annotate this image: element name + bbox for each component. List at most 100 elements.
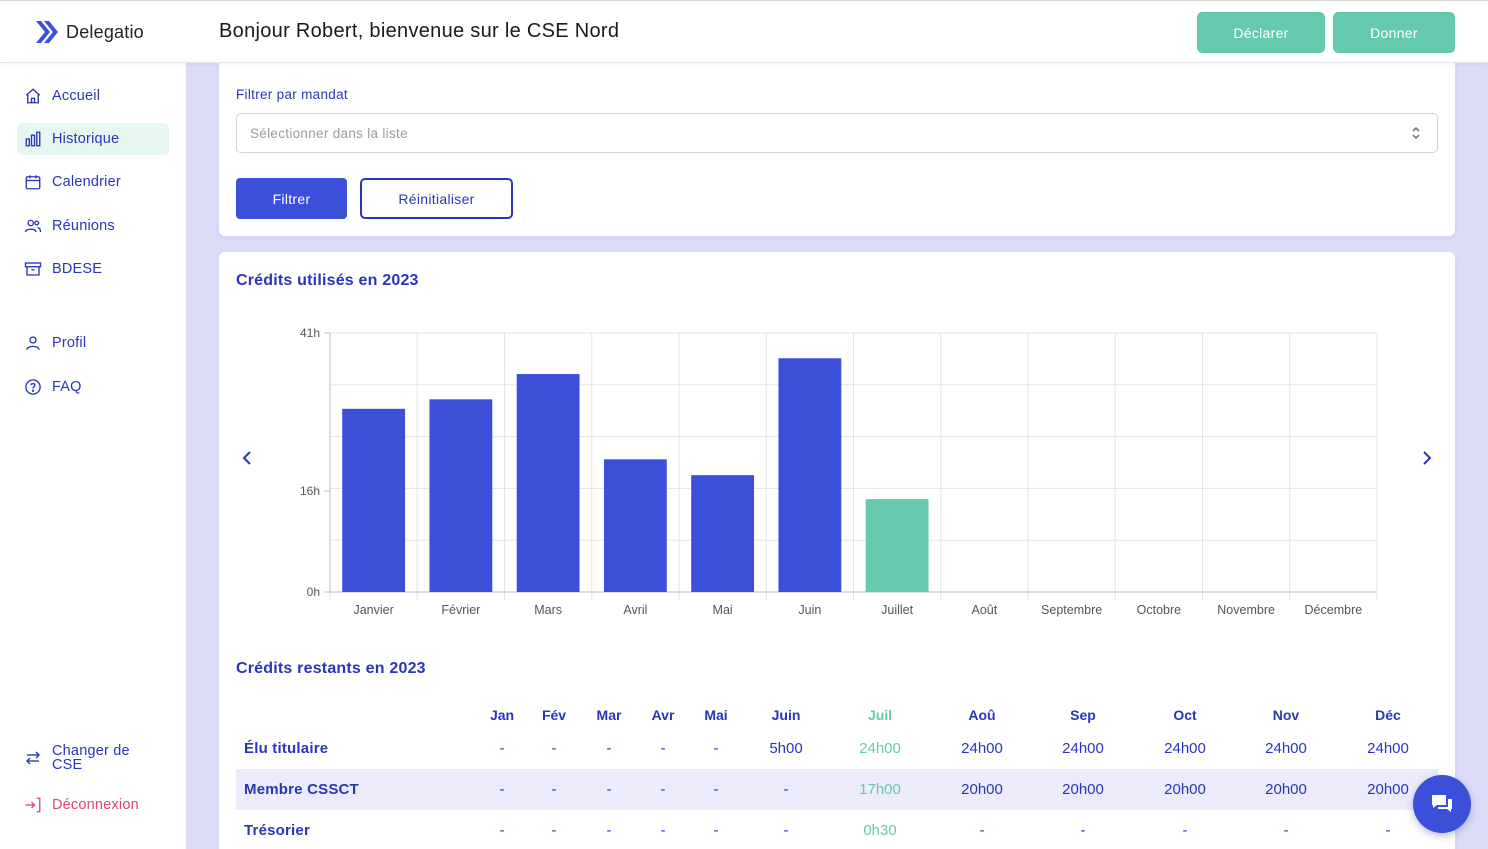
- table-cell: 5h00: [769, 740, 803, 757]
- sidebar-item-label: Réunions: [52, 218, 115, 234]
- table-cell: -: [660, 822, 666, 839]
- x-tick-label: Février: [441, 603, 480, 617]
- x-tick-label: Décembre: [1305, 603, 1363, 617]
- bar-juillet: [865, 499, 929, 592]
- x-tick-label: Juillet: [881, 603, 913, 617]
- table-cell: 24h00: [1367, 740, 1409, 757]
- x-tick-label: Novembre: [1217, 603, 1275, 617]
- table-cell: -: [606, 740, 612, 757]
- sidebar-item-label: FAQ: [52, 379, 82, 395]
- row-label: Élu titulaire: [244, 740, 329, 757]
- table-row: Élu titulaire - - - - - 5h00 24h00 24h00 24h00 24h…: [236, 728, 1438, 769]
- month-header: Sep: [1070, 707, 1096, 723]
- table-cell: -: [1182, 822, 1188, 839]
- select-placeholder: Sélectionner dans la liste: [250, 126, 408, 141]
- donner-button[interactable]: Donner: [1333, 12, 1455, 53]
- sidebar-item-changer-cse[interactable]: Changer de CSE: [17, 741, 169, 775]
- month-header: Mar: [596, 707, 622, 723]
- bar-juin: [778, 358, 842, 592]
- y-tick-label: 16h: [300, 484, 320, 498]
- sidebar-item-label: Calendrier: [52, 174, 121, 190]
- table-cell: 24h00: [1265, 740, 1307, 757]
- logo[interactable]: Delegatio: [34, 19, 144, 45]
- swap-arrows-icon: [26, 751, 40, 765]
- sidebar-item-label: Profil: [52, 335, 87, 351]
- reinitialiser-button[interactable]: Réinitialiser: [360, 178, 513, 219]
- calendar-icon: [25, 175, 41, 190]
- table-row: Trésorier - - - - - - 0h30 - - - - -: [236, 810, 1438, 849]
- bar-mars: [516, 374, 580, 592]
- month-header: Déc: [1375, 707, 1401, 723]
- table-cell: -: [606, 781, 612, 798]
- sidebar-item-label: BDESE: [52, 261, 103, 277]
- table-cell: -: [551, 781, 557, 798]
- sidebar-item-calendrier[interactable]: Calendrier: [17, 166, 169, 198]
- month-header: Avr: [651, 707, 675, 723]
- x-tick-label: Avril: [623, 603, 647, 617]
- sidebar-item-profil[interactable]: Profil: [17, 327, 169, 359]
- sidebar-item-historique[interactable]: Historique: [17, 123, 169, 155]
- page-greeting: Bonjour Robert, bienvenue sur le CSE Nor…: [219, 20, 620, 42]
- credits-remaining-title: Crédits restants en 2023: [236, 660, 426, 677]
- table-cell: 24h00: [1164, 740, 1206, 757]
- x-tick-label: Mai: [713, 603, 733, 617]
- table-cell: -: [660, 781, 666, 798]
- table-cell: 24h00: [1062, 740, 1104, 757]
- y-tick-label: 0h: [307, 585, 320, 599]
- chevron-left-icon[interactable]: [241, 450, 255, 466]
- sidebar-item-label: Déconnexion: [52, 797, 139, 813]
- x-tick-label: Août: [972, 603, 998, 617]
- sidebar-item-faq[interactable]: FAQ: [17, 371, 169, 403]
- table-cell: 24h00: [961, 740, 1003, 757]
- user-icon: [26, 336, 40, 350]
- mandat-select[interactable]: Sélectionner dans la liste: [236, 113, 1438, 153]
- table-cell: -: [499, 822, 505, 839]
- table-cell: -: [499, 781, 505, 798]
- table-cell: -: [1080, 822, 1086, 839]
- month-header: Juin: [771, 707, 801, 723]
- table-cell: 20h00: [1367, 781, 1409, 798]
- x-tick-label: Mars: [534, 603, 562, 617]
- table-cell: 20h00: [961, 781, 1003, 798]
- sidebar: Accueil Historique Calendrier Réunions B…: [0, 63, 186, 849]
- row-label: Membre CSSCT: [244, 781, 359, 798]
- sidebar-item-accueil[interactable]: Accueil: [17, 80, 169, 112]
- table-cell: -: [713, 822, 719, 839]
- top-bar: Delegatio Bonjour Robert, bienvenue sur …: [0, 0, 1488, 63]
- sidebar-item-label: Accueil: [52, 88, 101, 104]
- table-cell: -: [551, 822, 557, 839]
- table-cell: -: [499, 740, 505, 757]
- table-row: Membre CSSCT - - - - - - 17h00 20h00 20h00 20h00 20…: [236, 769, 1438, 810]
- declarer-button[interactable]: Déclarer: [1197, 12, 1325, 53]
- chevron-right-icon[interactable]: [1419, 450, 1433, 466]
- table-cell: -: [979, 822, 985, 839]
- sidebar-item-bdese[interactable]: BDESE: [17, 253, 169, 285]
- x-tick-label: Juin: [798, 603, 821, 617]
- month-header: Aoû: [968, 707, 996, 723]
- table-cell: 20h00: [1164, 781, 1206, 798]
- delegatio-logo-icon: [36, 21, 58, 43]
- filtrer-button[interactable]: Filtrer: [236, 178, 347, 219]
- chat-button[interactable]: [1413, 775, 1471, 833]
- credits-used-chart: 0h 16h 41h Janvier Février Mars Avril Mai Juin Ju…: [300, 326, 1378, 617]
- month-header: Jan: [489, 707, 515, 723]
- month-header: Fév: [541, 707, 567, 723]
- bar-mai: [691, 475, 755, 592]
- logout-icon: [25, 797, 41, 813]
- chevron-up-down-icon: [1412, 126, 1420, 140]
- month-header: Juil: [867, 707, 893, 723]
- month-header: Mai: [704, 707, 728, 723]
- filter-label: Filtrer par mandat: [236, 87, 348, 102]
- sidebar-item-reunions[interactable]: Réunions: [17, 210, 169, 242]
- sidebar-item-label: Changer de CSE: [52, 743, 130, 773]
- chat-icon: [1432, 795, 1452, 812]
- bar-avril: [603, 459, 667, 592]
- bar-janvier: [342, 408, 406, 592]
- x-tick-label: Octobre: [1137, 603, 1182, 617]
- table-cell: 20h00: [1265, 781, 1307, 798]
- sidebar-item-deconnexion[interactable]: Déconnexion: [17, 789, 169, 821]
- table-cell: -: [1283, 822, 1289, 839]
- table-cell: -: [713, 740, 719, 757]
- table-cell: 24h00: [859, 740, 901, 757]
- month-header: Oct: [1173, 707, 1197, 723]
